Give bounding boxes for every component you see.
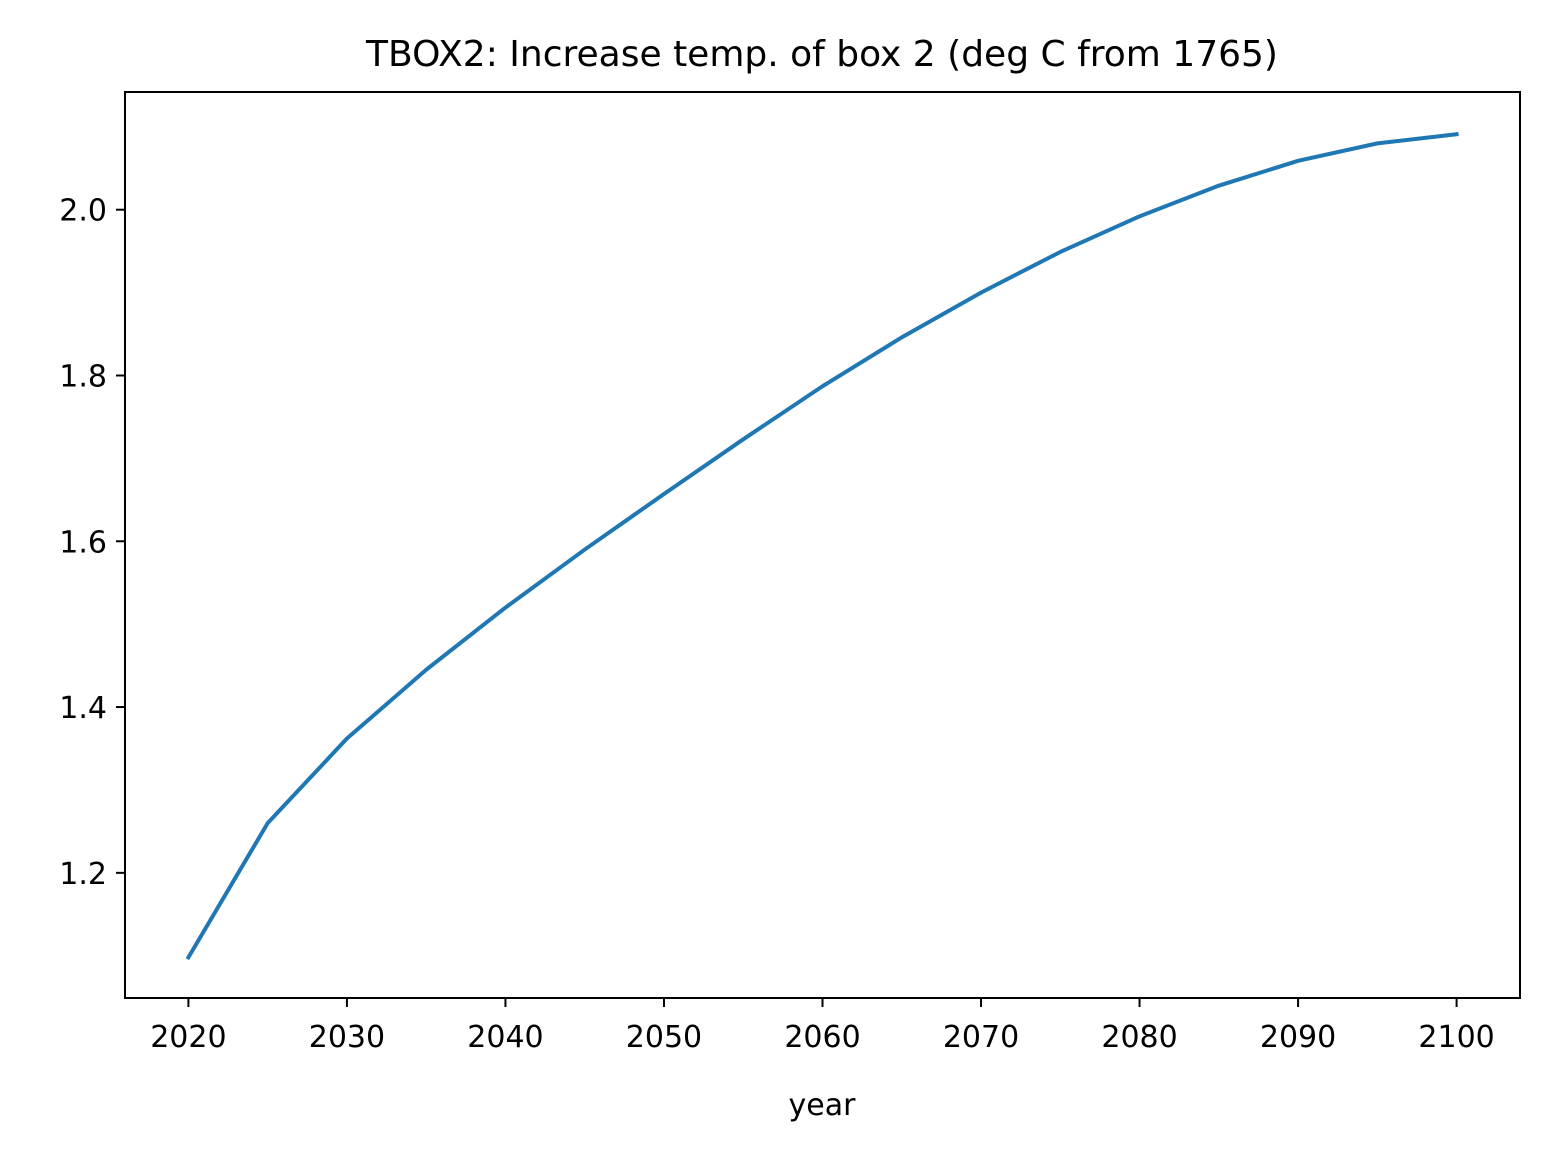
x-tick-label: 2080 xyxy=(1101,1020,1177,1055)
x-tick-label: 2020 xyxy=(150,1020,226,1055)
x-axis: 2020 2030 2040 2050 2060 2070 2080 2090 2100 xyxy=(150,998,1495,1055)
series-layer xyxy=(185,132,1459,961)
series-line xyxy=(185,132,1459,961)
y-tick-label: 1.8 xyxy=(59,359,107,394)
x-axis-label: year xyxy=(789,1088,857,1123)
x-tick-label: 2060 xyxy=(784,1020,860,1055)
x-tick-label: 2090 xyxy=(1260,1020,1336,1055)
x-tick-label: 2070 xyxy=(943,1020,1019,1055)
chart-title: TBOX2: Increase temp. of box 2 (deg C fr… xyxy=(365,34,1278,75)
y-tick-label: 2.0 xyxy=(59,194,107,229)
x-tick-label: 2100 xyxy=(1418,1020,1494,1055)
y-tick-label: 1.2 xyxy=(59,857,107,892)
x-tick-label: 2030 xyxy=(309,1020,385,1055)
y-tick-label: 1.4 xyxy=(59,691,107,726)
x-tick-label: 2050 xyxy=(626,1020,702,1055)
y-tick-label: 1.6 xyxy=(59,525,107,560)
x-tick-label: 2040 xyxy=(467,1020,543,1055)
y-axis: 1.2 1.4 1.6 1.8 2.0 xyxy=(59,194,125,892)
